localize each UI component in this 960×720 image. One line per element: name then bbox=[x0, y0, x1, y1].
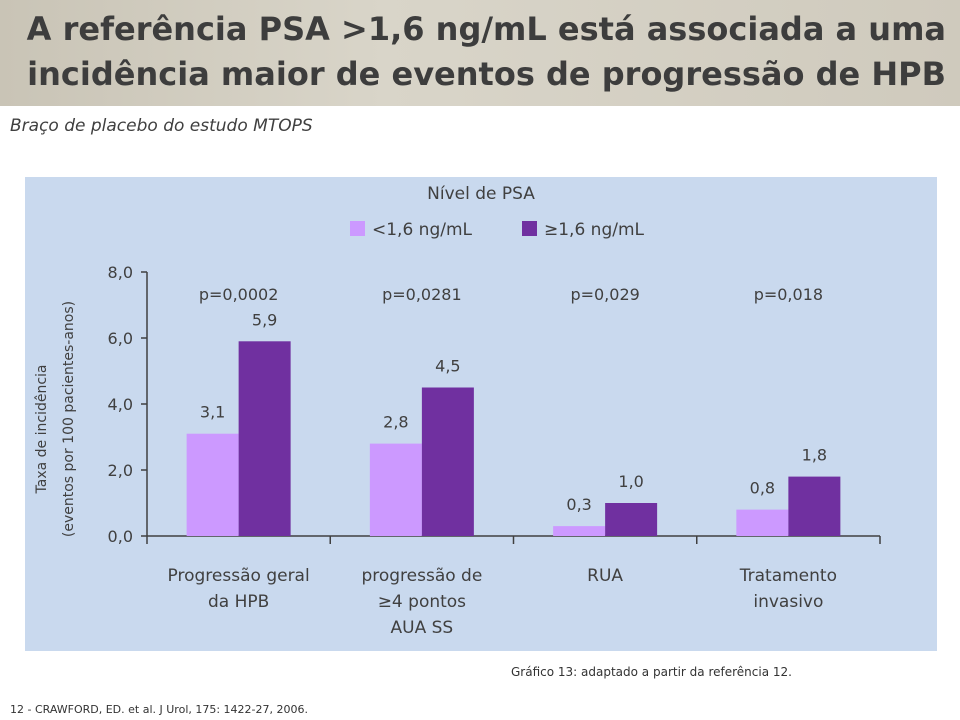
y-tick-label: 2,0 bbox=[108, 461, 133, 480]
legend-label-2: ≥1,6 ng/mL bbox=[544, 220, 645, 240]
legend-swatch-1 bbox=[350, 221, 365, 236]
data-label-1-4: 0,8 bbox=[750, 479, 775, 498]
data-label-2-1: 5,9 bbox=[252, 310, 277, 329]
y-tick-label: 4,0 bbox=[108, 395, 133, 414]
title-banner: A referência PSA >1,6 ng/mL está associa… bbox=[0, 0, 960, 106]
x-category-label-3-1: RUA bbox=[587, 566, 623, 586]
data-label-1-1: 3,1 bbox=[200, 403, 225, 422]
y-axis-title-line-2: (eventos por 100 pacientes-anos) bbox=[61, 301, 77, 537]
x-category-label-2-2: ≥4 pontos bbox=[378, 592, 466, 612]
bar-1-1 bbox=[186, 433, 239, 536]
x-category-label-2-3: AUA SS bbox=[391, 618, 454, 638]
slide-title-line-1: A referência PSA >1,6 ng/mL está associa… bbox=[26, 10, 946, 48]
bar-chart: Nível de PSA <1,6 ng/mL ≥1,6 ng/mL 0,0 2,0 4,… bbox=[34, 184, 881, 638]
legend-label-1: <1,6 ng/mL bbox=[372, 220, 473, 240]
x-category-label-4-1: Tratamento bbox=[739, 566, 837, 586]
bar-1-3 bbox=[553, 526, 606, 536]
p-value-1: p=0,0002 bbox=[199, 285, 279, 304]
x-category-label-2-1: progressão de bbox=[361, 566, 482, 586]
y-axis-title-line-1: Taxa de incidência bbox=[34, 365, 50, 495]
data-label-2-2: 4,5 bbox=[435, 357, 460, 376]
x-category-label-4-2: invasivo bbox=[753, 592, 823, 612]
y-tick-label: 8,0 bbox=[108, 263, 133, 282]
bar-1-2 bbox=[369, 443, 422, 536]
bar-1-4 bbox=[736, 509, 789, 536]
x-category-label-1-2: da HPB bbox=[208, 592, 269, 612]
data-label-2-4: 1,8 bbox=[802, 446, 827, 465]
data-label-1-2: 2,8 bbox=[383, 413, 408, 432]
bar-2-1 bbox=[238, 341, 291, 536]
p-value-4: p=0,018 bbox=[754, 285, 823, 304]
y-tick-label: 6,0 bbox=[108, 329, 133, 348]
slide-title-line-2: incidência maior de eventos de progressã… bbox=[27, 55, 946, 93]
legend-swatch-2 bbox=[522, 221, 537, 236]
bar-2-3 bbox=[605, 503, 658, 536]
p-value-2: p=0,0281 bbox=[382, 285, 462, 304]
slide-subtitle: Braço de placebo do estudo MTOPS bbox=[10, 116, 313, 136]
reference-note: 12 - CRAWFORD, ED. et al. J Urol, 175: 1… bbox=[10, 703, 309, 716]
p-value-3: p=0,029 bbox=[570, 285, 639, 304]
x-category-label-1-1: Progressão geral bbox=[168, 566, 310, 586]
data-label-2-3: 1,0 bbox=[618, 472, 643, 491]
y-tick-label: 0,0 bbox=[108, 527, 133, 546]
figure-caption: Gráfico 13: adaptado a partir da referên… bbox=[511, 665, 792, 679]
data-label-1-3: 0,3 bbox=[566, 495, 591, 514]
legend-title: Nível de PSA bbox=[427, 184, 535, 204]
bar-2-4 bbox=[788, 476, 841, 536]
chart-panel: Nível de PSA <1,6 ng/mL ≥1,6 ng/mL 0,0 2,0 4,… bbox=[25, 177, 937, 651]
bar-2-2 bbox=[421, 387, 474, 536]
